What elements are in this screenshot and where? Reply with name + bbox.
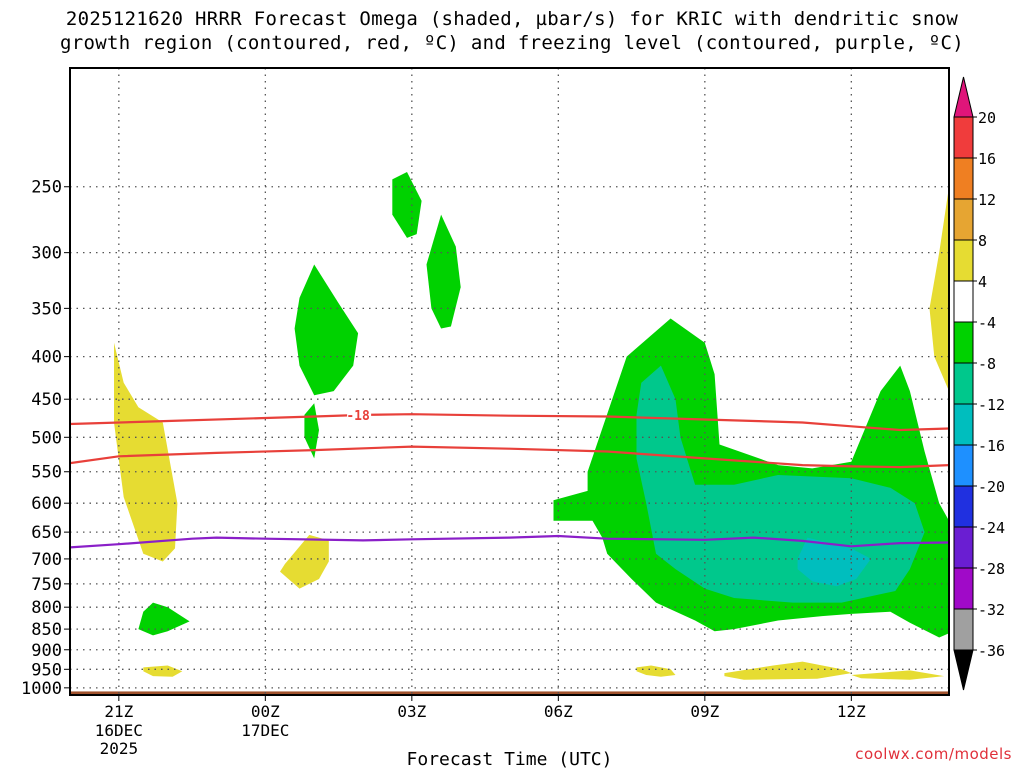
colorbar-swatch-3: [953, 239, 974, 282]
omega-region-11: [426, 214, 461, 329]
y-tick-label-650: 650: [31, 523, 62, 543]
y-tick-label-750: 750: [31, 575, 62, 595]
colorbar-label-11: -28: [978, 560, 1005, 578]
colorbar-swatch-0: [953, 116, 974, 159]
colorbar-label-7: -12: [978, 396, 1005, 414]
y-tick-label-800: 800: [31, 598, 62, 618]
colorbar-label-13: -36: [978, 642, 1005, 660]
omega-region-4: [724, 661, 852, 680]
contour-1: [70, 445, 949, 469]
y-tick-label-700: 700: [31, 550, 62, 570]
x-tick-label-06Z: 06Z: [544, 702, 573, 721]
x-tick-year-21Z: 2025: [100, 739, 139, 758]
colorbar-swatch-8: [953, 444, 974, 487]
contour-0: [70, 413, 949, 432]
colorbar-label-4: 4: [978, 273, 987, 291]
omega-region-6: [929, 186, 949, 392]
omega-region-2: [280, 534, 329, 589]
colorbar-label-12: -32: [978, 601, 1005, 619]
colorbar-label-8: -16: [978, 437, 1005, 455]
y-tick-label-300: 300: [31, 244, 62, 264]
y-tick-label-600: 600: [31, 494, 62, 514]
colorbar-swatch-12: [953, 608, 974, 651]
omega-region-3: [636, 665, 676, 677]
x-tick-label-09Z: 09Z: [690, 702, 719, 721]
omega-region-1: [143, 665, 183, 677]
x-tick-label-21Z: 21Z: [104, 702, 133, 721]
omega-region-5: [851, 670, 945, 680]
colorbar-label-3: 8: [978, 232, 987, 250]
omega-region-8: [294, 264, 359, 396]
y-tick-label-350: 350: [31, 299, 62, 319]
omega-region-14: [797, 537, 871, 587]
colorbar-swatch-10: [953, 526, 974, 569]
colorbar-swatch-1: [953, 157, 974, 200]
colorbar-under-arrow: [953, 649, 974, 691]
colorbar-swatch-6: [953, 362, 974, 405]
y-tick-label-900: 900: [31, 641, 62, 661]
y-tick-label-450: 450: [31, 390, 62, 410]
contour-label-bg-0: [347, 408, 372, 423]
colorbar-over-arrow: [953, 76, 974, 118]
plot-area: -18: [70, 68, 949, 695]
y-tick-label-550: 550: [31, 463, 62, 483]
y-tick-label-250: 250: [31, 178, 62, 198]
contour-label-0: -18: [346, 409, 370, 424]
colorbar-swatch-4: [953, 280, 974, 323]
chart-title-line-1: 2025121620 HRRR Forecast Omega (shaded, …: [65, 8, 959, 30]
colorbar-label-0: 20: [978, 109, 996, 127]
colorbar-label-5: -4: [978, 314, 996, 332]
omega-region-7: [138, 602, 190, 636]
x-tick-label-03Z: 03Z: [397, 702, 426, 721]
colorbar-swatch-2: [953, 198, 974, 241]
y-tick-label-400: 400: [31, 348, 62, 368]
y-tick-label-950: 950: [31, 660, 62, 680]
chart-title-line-2: growth region (contoured, red, ºC) and f…: [60, 32, 964, 54]
plot-frame: [69, 67, 950, 696]
x-tick-label-12Z: 12Z: [837, 702, 866, 721]
x-tick-label-00Z: 00Z: [251, 702, 280, 721]
colorbar-label-1: 16: [978, 150, 996, 168]
contour-2: [70, 534, 949, 549]
colorbar-swatch-7: [953, 403, 974, 446]
omega-region-0: [114, 342, 178, 562]
colorbar-label-10: -24: [978, 519, 1005, 537]
colorbar-swatch-11: [953, 567, 974, 610]
x-tick-date-21Z: 16DEC: [95, 721, 143, 740]
y-tick-label-1000: 1000: [21, 679, 62, 699]
x-tick-date-00Z: 17DEC: [241, 721, 289, 740]
colorbar-label-6: -8: [978, 355, 996, 373]
omega-region-10: [392, 172, 422, 238]
colorbar-swatch-5: [953, 321, 974, 364]
y-tick-label-850: 850: [31, 620, 62, 640]
ground-fill: [70, 691, 949, 695]
colorbar-label-9: -20: [978, 478, 1005, 496]
x-axis-label: Forecast Time (UTC): [407, 749, 613, 768]
colorbar-swatch-9: [953, 485, 974, 528]
omega-region-13: [636, 365, 925, 603]
credit-link[interactable]: coolwx.com/models: [855, 745, 1012, 763]
colorbar-label-2: 12: [978, 191, 996, 209]
y-tick-label-500: 500: [31, 428, 62, 448]
